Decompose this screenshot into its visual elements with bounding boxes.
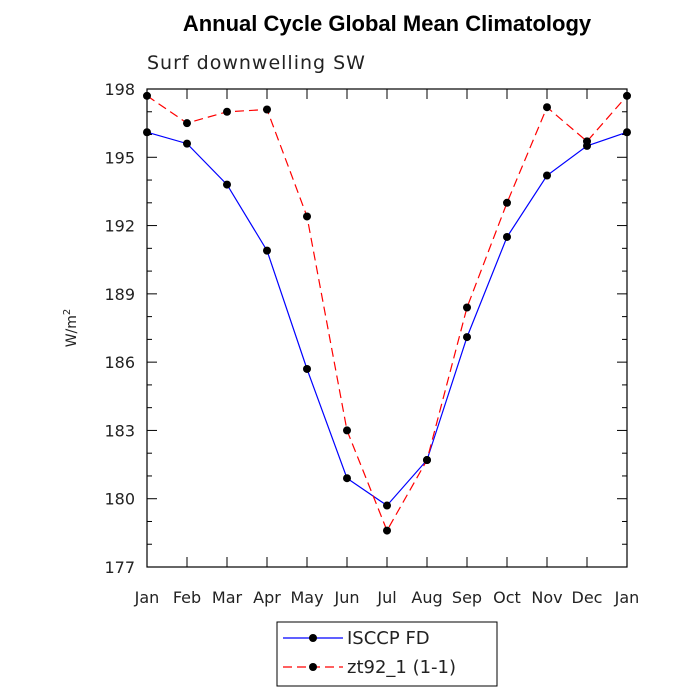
data-point-series-1 [383,501,391,510]
x-tick-label: Nov [531,588,562,607]
data-point-series-1 [463,333,471,342]
data-point-series-1 [143,128,151,137]
y-tick-label: 189 [104,285,135,304]
data-point-series-2 [143,91,151,100]
data-point-series-2 [503,198,511,207]
x-tick-label: May [290,588,323,607]
data-point-series-2 [223,107,231,116]
x-tick-label: Apr [253,588,281,607]
data-point-series-2 [303,212,311,221]
x-tick-label: Aug [411,588,442,607]
x-tick-label: Jun [334,588,360,607]
data-point-series-1 [503,232,511,241]
y-tick-label: 177 [104,558,135,577]
y-tick-label: 186 [104,353,135,372]
data-point-series-1 [263,246,271,255]
data-point-series-1 [623,128,631,137]
legend-box [276,621,498,687]
data-point-series-2 [263,105,271,114]
y-axis-label: W/m2 [62,309,80,348]
data-point-series-2 [383,526,391,535]
y-tick-label: 198 [104,80,135,99]
x-tick-label: Jan [614,588,640,607]
x-tick-labels: Jan Feb Mar Apr May Jun Jul Aug Sep Oct Nov Dec Jan [134,588,640,607]
data-point-series-2 [463,303,471,312]
data-point-series-1 [223,180,231,189]
data-point-series-2 [423,456,431,465]
y-tick-label: 192 [104,217,135,236]
plot-frame [146,88,628,568]
legend-label-1: ISCCP FD [347,628,430,649]
data-point-series-2 [623,91,631,100]
series-line-2 [146,95,628,532]
legend-marker-2 [309,663,317,671]
legend: ISCCP FD zt92_1 (1-1) [276,621,498,687]
plot-area [146,88,628,568]
data-point-series-2 [343,426,351,435]
x-tick-label: Oct [493,588,521,607]
legend-label-2: zt92_1 (1-1) [347,657,456,678]
y-axis-label-text: W/m [64,315,80,347]
data-point-series-1 [303,364,311,373]
x-tick-label: Sep [452,588,482,607]
y-tick-label: 195 [104,148,135,167]
data-point-series-1 [343,474,351,483]
y-tick-labels: 177 180 183 186 189 192 195 198 [104,80,135,577]
axis-ticks [146,88,628,568]
series-line-1 [146,131,628,507]
x-tick-label: Feb [173,588,201,607]
series-layer [143,91,631,535]
data-point-series-2 [543,103,551,112]
y-tick-label: 180 [104,490,135,509]
y-axis-label-superscript: 2 [62,309,73,315]
x-tick-label: Jan [134,588,160,607]
y-tick-label: 183 [104,421,135,440]
legend-marker-1 [309,634,317,642]
data-point-series-2 [183,119,191,128]
chart-title: Annual Cycle Global Mean Climatology [183,11,592,36]
data-point-series-1 [183,139,191,148]
data-point-series-1 [543,171,551,180]
x-tick-label: Mar [212,588,243,607]
x-tick-label: Dec [572,588,603,607]
data-point-series-2 [583,137,591,146]
chart-subtitle: Surf downwelling SW [147,52,366,74]
x-tick-label: Jul [376,588,396,607]
